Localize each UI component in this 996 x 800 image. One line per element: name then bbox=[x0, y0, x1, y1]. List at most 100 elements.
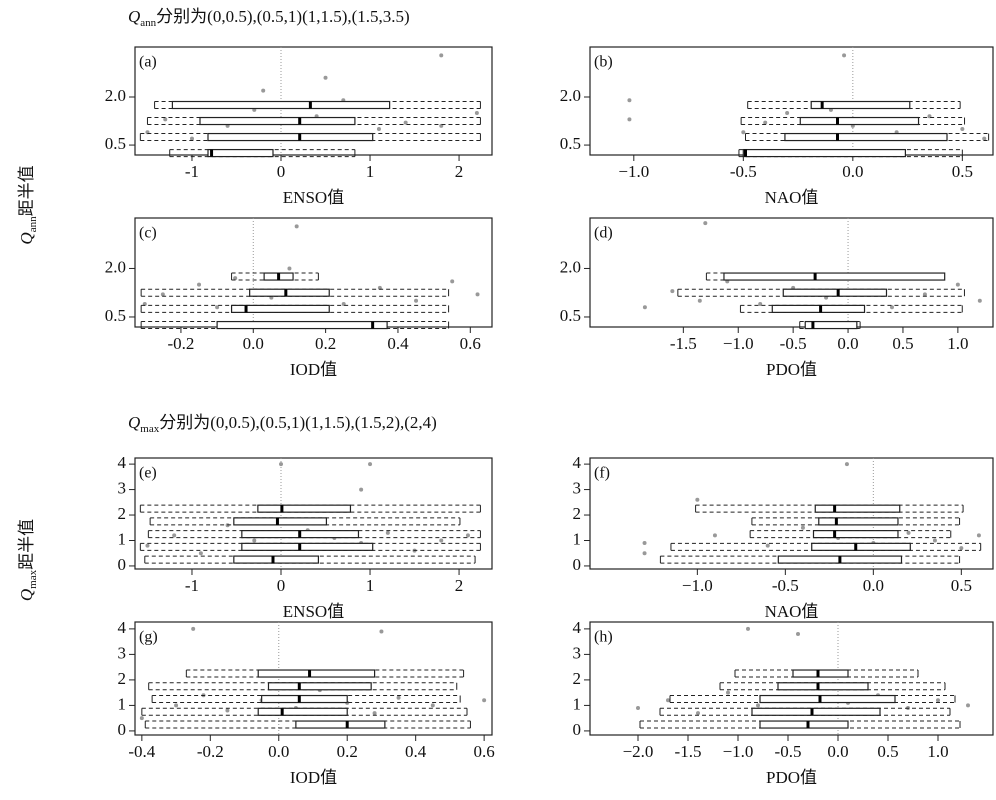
x-tick-label: 0.0 bbox=[268, 742, 289, 761]
x-tick-label: 0.4 bbox=[405, 742, 427, 761]
point bbox=[396, 695, 401, 700]
y-tick-label: 2 bbox=[118, 504, 127, 523]
x-axis-label: ENSO值 bbox=[283, 602, 344, 621]
point bbox=[368, 462, 373, 467]
x-tick-label: 0.5 bbox=[892, 334, 913, 353]
point bbox=[482, 698, 487, 703]
panel-label: (b) bbox=[594, 54, 613, 71]
point bbox=[955, 282, 960, 287]
y-tick-label: 3 bbox=[118, 643, 127, 662]
x-tick-label: −2.0 bbox=[623, 742, 654, 761]
x-tick-label: 0.5 bbox=[951, 576, 972, 595]
box bbox=[782, 288, 888, 297]
x-tick-label: 1.0 bbox=[927, 742, 948, 761]
x-tick-label: 0.0 bbox=[863, 576, 884, 595]
panel-label: (c) bbox=[139, 225, 157, 242]
y-tick-label: 4 bbox=[573, 618, 582, 637]
box bbox=[792, 669, 849, 678]
x-tick-label: 0.5 bbox=[877, 742, 898, 761]
point bbox=[642, 305, 647, 310]
point bbox=[666, 698, 670, 703]
point bbox=[642, 541, 647, 546]
point bbox=[385, 530, 390, 535]
point bbox=[936, 698, 940, 703]
panel-label: (h) bbox=[594, 629, 613, 646]
point bbox=[642, 551, 647, 556]
point bbox=[191, 626, 196, 631]
x-tick-label: 0.6 bbox=[460, 334, 481, 353]
panel-label: (g) bbox=[139, 629, 158, 646]
y-tick-label: 4 bbox=[118, 618, 127, 637]
point bbox=[215, 305, 220, 310]
point bbox=[842, 53, 847, 58]
point bbox=[977, 298, 982, 303]
point bbox=[922, 292, 927, 297]
subscript: ann bbox=[140, 17, 156, 29]
box bbox=[171, 100, 391, 110]
point bbox=[796, 631, 800, 636]
plot-frame bbox=[589, 457, 994, 570]
symbol: Q bbox=[128, 413, 140, 432]
y-tick-label: 2 bbox=[573, 669, 582, 688]
plot-frame bbox=[589, 621, 994, 736]
x-tick-label: −1.0 bbox=[723, 334, 754, 353]
point bbox=[139, 716, 144, 721]
point bbox=[703, 221, 708, 226]
box bbox=[777, 682, 869, 691]
box bbox=[723, 272, 946, 281]
box bbox=[257, 669, 376, 678]
panel-label: (e) bbox=[139, 465, 157, 482]
y-tick-label: 3 bbox=[573, 643, 582, 662]
point bbox=[163, 117, 168, 122]
x-tick-label: -1.5 bbox=[675, 742, 702, 761]
y-tick-label: 2.0 bbox=[105, 257, 126, 276]
point bbox=[844, 462, 849, 467]
point bbox=[198, 551, 203, 556]
point bbox=[359, 487, 364, 492]
x-axis-label: IOD值 bbox=[290, 360, 337, 379]
x-tick-label: -1 bbox=[185, 162, 199, 181]
point bbox=[982, 136, 987, 141]
point bbox=[430, 703, 435, 708]
subscript: max bbox=[140, 423, 159, 435]
point bbox=[697, 298, 702, 303]
label-text: 距半值 bbox=[17, 519, 36, 570]
x-tick-label: -0.4 bbox=[128, 742, 155, 761]
y-tick-label: 0.5 bbox=[560, 306, 581, 325]
point bbox=[800, 525, 805, 530]
point bbox=[379, 629, 384, 634]
panel-label: (f) bbox=[594, 465, 610, 482]
y-tick-label: 2 bbox=[573, 504, 582, 523]
y-tick-label: 2.0 bbox=[105, 86, 126, 105]
point bbox=[758, 302, 763, 307]
plot-frame bbox=[134, 457, 493, 570]
title-text: 分别为(0,0.5),(0.5,1)(1,1.5),(1.5,3.5) bbox=[156, 7, 410, 26]
box bbox=[759, 720, 849, 729]
plot-frame bbox=[134, 621, 493, 736]
point bbox=[889, 305, 894, 310]
box bbox=[818, 517, 899, 526]
point bbox=[475, 292, 480, 297]
point bbox=[233, 276, 238, 281]
box bbox=[241, 542, 374, 551]
point bbox=[966, 703, 970, 708]
point bbox=[627, 117, 632, 122]
point bbox=[197, 282, 202, 287]
point bbox=[627, 98, 632, 103]
point bbox=[372, 711, 377, 716]
y-tick-label: 4 bbox=[573, 453, 582, 472]
x-tick-label: -0.5 bbox=[780, 334, 807, 353]
point bbox=[756, 703, 760, 708]
title-text: 分别为(0,0.5),(0.5,1)(1,1.5),(1.5,2),(2,4) bbox=[159, 413, 437, 432]
point bbox=[287, 266, 292, 271]
point bbox=[712, 533, 717, 538]
y-tick-label: 0.5 bbox=[105, 306, 126, 325]
box bbox=[814, 504, 901, 513]
point bbox=[189, 136, 194, 141]
label-text: 距半值 bbox=[17, 165, 36, 216]
box bbox=[742, 148, 906, 158]
point bbox=[696, 711, 700, 716]
x-axis-label: PDO值 bbox=[766, 360, 817, 379]
x-axis-label: NAO值 bbox=[765, 602, 819, 621]
